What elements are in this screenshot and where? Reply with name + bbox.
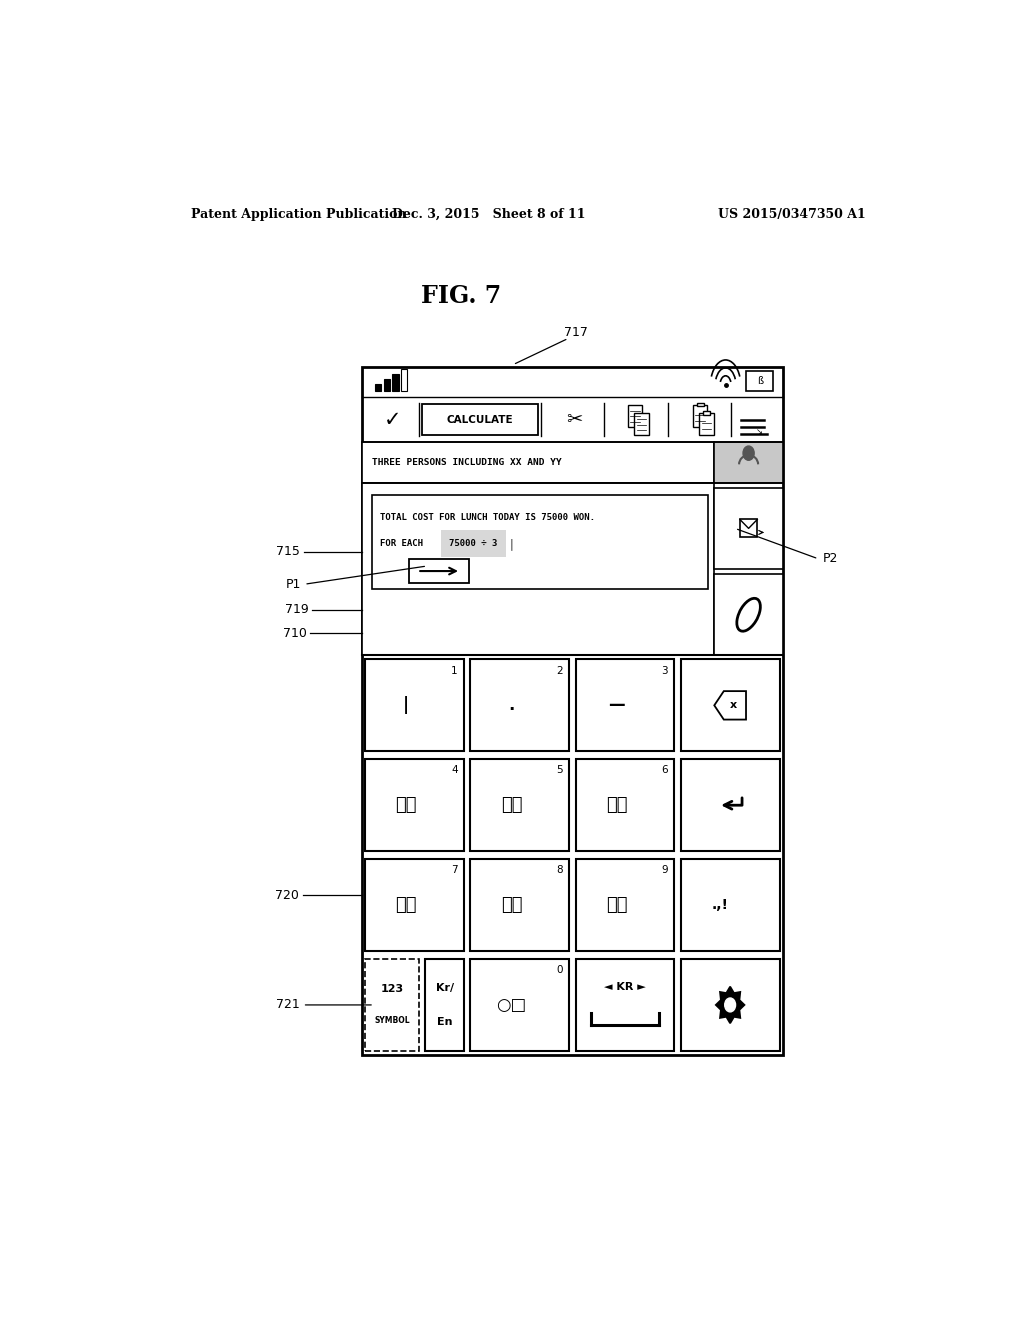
Text: ↘: ↘	[756, 426, 763, 436]
FancyBboxPatch shape	[715, 442, 782, 483]
Text: 123: 123	[381, 983, 403, 994]
Text: .: .	[508, 697, 515, 714]
FancyBboxPatch shape	[715, 574, 782, 656]
Text: FOR EACH: FOR EACH	[380, 539, 423, 548]
Text: ß: ß	[757, 376, 763, 385]
FancyBboxPatch shape	[575, 759, 675, 851]
FancyBboxPatch shape	[681, 859, 779, 950]
FancyBboxPatch shape	[422, 404, 539, 434]
Text: ㄱㅋ: ㄱㅋ	[395, 796, 417, 814]
FancyBboxPatch shape	[715, 487, 782, 569]
Text: 6: 6	[662, 766, 669, 775]
FancyBboxPatch shape	[681, 960, 779, 1051]
Text: 3: 3	[662, 665, 669, 676]
Text: ㄷㄹ: ㄷㄹ	[606, 796, 628, 814]
Text: 0: 0	[556, 965, 563, 975]
Text: US 2015/0347350 A1: US 2015/0347350 A1	[718, 207, 866, 220]
Bar	[746, 371, 773, 391]
Bar	[740, 520, 758, 537]
Text: 721: 721	[275, 998, 299, 1011]
Polygon shape	[715, 692, 746, 719]
FancyBboxPatch shape	[470, 660, 569, 751]
Text: ㄴㄹ: ㄴㄹ	[501, 796, 522, 814]
Text: Kr/: Kr/	[435, 983, 454, 993]
Text: 5: 5	[556, 766, 563, 775]
Text: ㅂㅍ: ㅂㅍ	[395, 896, 417, 913]
Text: 75000 ÷ 3: 75000 ÷ 3	[450, 539, 498, 548]
FancyBboxPatch shape	[410, 558, 469, 583]
Text: —: —	[608, 697, 625, 714]
Text: Dec. 3, 2015   Sheet 8 of 11: Dec. 3, 2015 Sheet 8 of 11	[392, 207, 586, 220]
Text: FIG. 7: FIG. 7	[421, 284, 502, 308]
FancyBboxPatch shape	[362, 367, 782, 1055]
Text: 9: 9	[662, 866, 669, 875]
Bar	[392, 374, 398, 391]
Bar	[696, 403, 703, 407]
Text: P1: P1	[286, 578, 301, 591]
Text: 710: 710	[283, 627, 306, 640]
Text: ㅅㅈ: ㅅㅈ	[501, 896, 522, 913]
Text: x: x	[730, 701, 737, 710]
FancyBboxPatch shape	[681, 660, 779, 751]
FancyBboxPatch shape	[362, 442, 715, 483]
Text: 715: 715	[276, 545, 300, 558]
Text: 720: 720	[274, 888, 299, 902]
Text: 2: 2	[556, 665, 563, 676]
FancyBboxPatch shape	[470, 759, 569, 851]
Bar	[375, 384, 381, 391]
Text: SYMBOL: SYMBOL	[374, 1016, 410, 1026]
Text: 8: 8	[556, 866, 563, 875]
Ellipse shape	[737, 598, 761, 631]
Text: THREE PERSONS INCLUDING XX AND YY: THREE PERSONS INCLUDING XX AND YY	[372, 458, 561, 467]
FancyBboxPatch shape	[366, 660, 464, 751]
Circle shape	[743, 446, 754, 461]
Bar	[440, 531, 506, 557]
Bar	[634, 413, 648, 434]
FancyBboxPatch shape	[575, 960, 675, 1051]
Text: Patent Application Publication: Patent Application Publication	[191, 207, 407, 220]
FancyBboxPatch shape	[575, 660, 675, 751]
FancyBboxPatch shape	[366, 759, 464, 851]
FancyBboxPatch shape	[575, 859, 675, 950]
FancyBboxPatch shape	[372, 495, 709, 589]
Text: TOTAL COST FOR LUNCH TODAY IS 75000 WON.: TOTAL COST FOR LUNCH TODAY IS 75000 WON.	[380, 512, 595, 521]
Text: 1: 1	[452, 665, 458, 676]
Text: ✓: ✓	[384, 409, 401, 429]
Text: |: |	[403, 697, 410, 714]
FancyBboxPatch shape	[366, 859, 464, 950]
Text: 719: 719	[286, 603, 309, 616]
Circle shape	[725, 998, 735, 1012]
Text: 7: 7	[452, 866, 458, 875]
FancyBboxPatch shape	[362, 483, 715, 656]
Bar	[702, 411, 710, 414]
Text: ◄ KR ►: ◄ KR ►	[604, 982, 646, 991]
Text: En: En	[437, 1016, 453, 1027]
Text: ✂: ✂	[566, 411, 583, 429]
FancyBboxPatch shape	[470, 960, 569, 1051]
Text: P2: P2	[822, 552, 838, 565]
Text: │: │	[509, 537, 515, 549]
Text: 4: 4	[452, 766, 458, 775]
Text: CALCULATE: CALCULATE	[446, 414, 513, 425]
Ellipse shape	[741, 605, 756, 626]
FancyBboxPatch shape	[366, 960, 419, 1051]
Text: .,!: .,!	[711, 898, 728, 912]
Bar	[628, 404, 642, 426]
FancyBboxPatch shape	[425, 960, 464, 1051]
Bar	[693, 404, 708, 426]
Polygon shape	[716, 986, 744, 1023]
Text: ᄌᄎ: ᄌᄎ	[606, 896, 628, 913]
Bar	[384, 379, 390, 391]
FancyBboxPatch shape	[470, 859, 569, 950]
Text: ○□: ○□	[497, 995, 526, 1014]
Bar	[401, 368, 408, 391]
FancyBboxPatch shape	[681, 759, 779, 851]
Text: 717: 717	[564, 326, 589, 339]
Bar	[699, 413, 714, 434]
